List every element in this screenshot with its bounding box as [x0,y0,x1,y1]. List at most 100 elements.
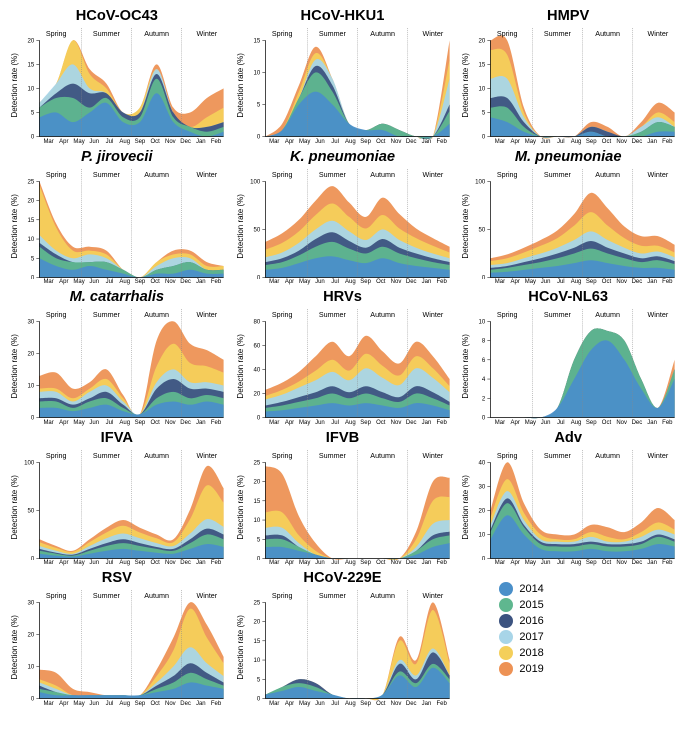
ytick-label: 0 [257,134,261,139]
xtick-label: Jan [645,139,660,145]
season-label-autumn: Autumn [596,171,621,179]
xtick-label: Apr [282,279,297,285]
legend-label: 2016 [519,615,543,627]
ytick-label: 100 [475,178,486,185]
xtick-label: Mar [41,279,56,285]
y-axis-label: Detection rate (%) [459,307,472,426]
xtick-label: Sep [358,420,373,426]
ytick-label: 10 [27,85,34,92]
xtick-label: Sep [584,560,599,566]
xtick-label: Apr [508,420,523,426]
xtick-label: Sep [358,279,373,285]
ytick-label: 20 [27,197,34,204]
season-label-summer: Summer [93,30,121,38]
season-label-summer: Summer [319,311,347,319]
xtick-label: Feb [208,139,223,145]
xtick-label: Dec [178,279,193,285]
xtick-label: Mar [492,279,507,285]
season-label-summer: Summer [93,171,121,179]
season-label-autumn: Autumn [596,30,621,38]
panel-ifvb: IFVB Detection rate (%) SpringSummerAutu… [234,430,452,567]
season-label-autumn: Autumn [596,311,621,319]
legend-swatch [499,614,513,628]
season-label-winter: Winter [197,171,218,179]
season-label-autumn: Autumn [596,452,621,460]
xtick-label: Nov [388,701,403,707]
xtick-label: Dec [629,279,644,285]
xtick-label: Feb [208,701,223,707]
ytick-label: 10 [479,531,486,538]
panel-hcov-oc43: HCoV-OC43 Detection rate (%) SpringSumme… [8,8,226,145]
xtick-label: Oct [373,701,388,707]
ytick-label: 15 [27,216,34,223]
panel-m--pneumoniae: M. pneumoniae Detection rate (%) SpringS… [459,149,677,286]
xtick-label: Sep [132,560,147,566]
season-label-autumn: Autumn [144,452,169,460]
xtick-label: Jul [328,139,343,145]
ytick-label: 15 [253,638,260,645]
panel-title: RSV [8,570,226,586]
season-label-spring: Spring [46,30,67,38]
ytick-label: 50 [27,507,34,514]
xtick-label: Aug [117,420,132,426]
panel-title: HCoV-OC43 [8,8,226,24]
y-axis-label: Detection rate (%) [8,307,21,426]
xtick-label: Jul [328,279,343,285]
ytick-label: 25 [253,459,260,466]
xtick-label: Apr [282,139,297,145]
ytick-label: 6 [482,357,486,364]
y-axis-label: Detection rate (%) [8,448,21,567]
chart-wrap: Detection rate (%) SpringSummerAutumnWin… [459,167,677,286]
xtick-label: May [297,560,312,566]
y-axis-label: Detection rate (%) [459,448,472,567]
season-label-summer: Summer [544,30,572,38]
season-label-spring: Spring [497,452,518,460]
xtick-label: Sep [358,560,373,566]
xtick-label: Feb [434,139,449,145]
xtick-label: Sep [132,701,147,707]
chart-wrap: Detection rate (%) SpringSummerAutumnWin… [234,588,452,707]
ytick-label: 8 [482,338,486,345]
ytick-label: 30 [479,483,486,490]
xtick-label: May [523,139,538,145]
ytick-label: 50 [479,226,486,233]
ytick-label: 5 [482,110,486,117]
xtick-label: May [297,420,312,426]
chart-svg: SpringSummerAutumnWinter 0510152025 [21,167,226,280]
season-label-autumn: Autumn [370,452,395,460]
x-axis-ticks: MarAprMayJunJulAugSepOctNovDecJanFeb [39,139,226,145]
panel-title: HRVs [234,289,452,305]
panel-rsv: RSV Detection rate (%) SpringSummerAutum… [8,570,226,707]
xtick-label: Aug [343,279,358,285]
xtick-label: Feb [660,560,675,566]
xtick-label: Apr [508,139,523,145]
xtick-label: Mar [267,279,282,285]
ytick-label: 20 [253,478,260,485]
panel-hrvs: HRVs Detection rate (%) SpringSummerAutu… [234,289,452,426]
chart-wrap: Detection rate (%) SpringSummerAutumnWin… [8,448,226,567]
chart-wrap: Detection rate (%) SpringSummerAutumnWin… [8,588,226,707]
xtick-label: Apr [508,279,523,285]
legend-swatch [499,598,513,612]
season-label-autumn: Autumn [144,311,169,319]
chart-svg: SpringSummerAutumnWinter 050100 [21,448,226,561]
xtick-label: Dec [404,701,419,707]
panel-title: P. jirovecii [8,149,226,165]
x-axis-ticks: MarAprMayJunJulAugSepOctNovDecJanFeb [265,139,452,145]
panel-hcov-nl63: HCoV-NL63 Detection rate (%) SpringSumme… [459,289,677,426]
xtick-label: Sep [584,420,599,426]
chart-svg: SpringSummerAutumnWinter 05101520 [472,26,677,139]
legend-item-2019: 2019 [499,662,543,676]
xtick-label: May [297,139,312,145]
chart-svg: SpringSummerAutumnWinter 050100 [472,167,677,280]
season-label-winter: Winter [422,30,443,38]
ytick-label: 20 [27,351,34,358]
x-axis-ticks: MarAprMayJunJulAugSepOctNovDecJanFeb [265,701,452,707]
ytick-label: 0 [31,415,35,420]
xtick-label: Sep [132,139,147,145]
xtick-label: Dec [178,560,193,566]
ytick-label: 0 [482,134,486,139]
y-axis-label: Detection rate (%) [234,448,247,567]
xtick-label: Jul [328,560,343,566]
xtick-label: Jul [102,420,117,426]
